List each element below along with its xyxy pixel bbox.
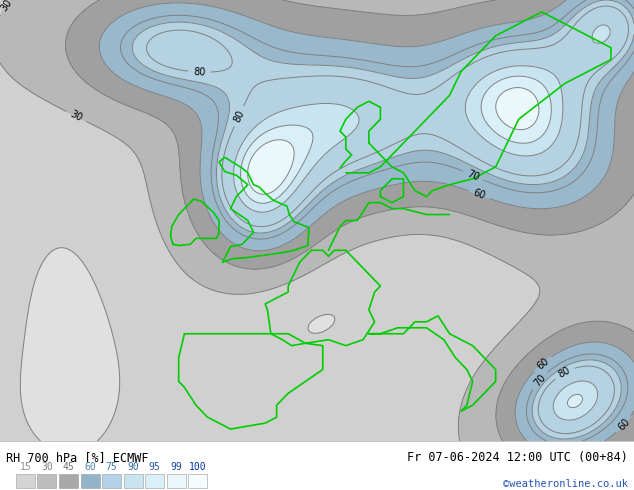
Bar — [37, 474, 56, 488]
Text: 80: 80 — [557, 366, 573, 380]
Bar — [16, 474, 35, 488]
Bar — [124, 474, 143, 488]
Text: ©weatheronline.co.uk: ©weatheronline.co.uk — [503, 479, 628, 489]
Text: 80: 80 — [232, 109, 246, 124]
Text: 100: 100 — [189, 463, 207, 472]
Text: 70: 70 — [465, 169, 481, 182]
Text: 30: 30 — [41, 463, 53, 472]
Text: 90: 90 — [127, 463, 139, 472]
Text: 60: 60 — [616, 416, 632, 432]
Text: 30: 30 — [0, 0, 14, 14]
Text: 30: 30 — [68, 109, 84, 123]
Bar — [145, 474, 164, 488]
Text: 75: 75 — [106, 463, 117, 472]
Bar — [81, 474, 100, 488]
Bar — [188, 474, 207, 488]
Text: 80: 80 — [193, 67, 205, 77]
Text: 15: 15 — [20, 463, 31, 472]
Text: 45: 45 — [63, 463, 74, 472]
Text: 99: 99 — [171, 463, 182, 472]
Text: 95: 95 — [149, 463, 160, 472]
Text: 60: 60 — [84, 463, 96, 472]
Text: 70: 70 — [532, 372, 548, 388]
Text: 60: 60 — [472, 188, 487, 201]
Text: Fr 07-06-2024 12:00 UTC (00+84): Fr 07-06-2024 12:00 UTC (00+84) — [407, 451, 628, 464]
Bar — [167, 474, 186, 488]
Text: 60: 60 — [534, 356, 550, 371]
Text: RH 700 hPa [%] ECMWF: RH 700 hPa [%] ECMWF — [6, 451, 149, 464]
Bar — [59, 474, 78, 488]
Bar — [102, 474, 121, 488]
